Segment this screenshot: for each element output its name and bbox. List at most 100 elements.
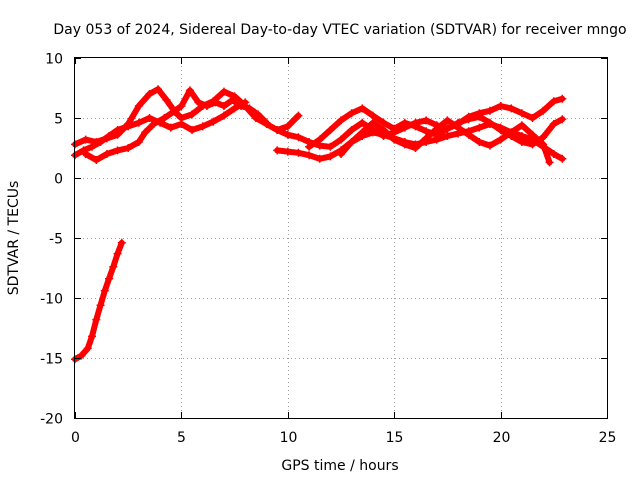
data-point <box>96 301 105 310</box>
data-point <box>124 144 133 152</box>
data-point <box>368 111 377 120</box>
data-point <box>254 110 263 119</box>
data-point <box>432 124 441 133</box>
data-point <box>454 123 463 132</box>
data-point <box>113 146 122 155</box>
data-point <box>245 104 254 113</box>
data-point <box>294 148 303 157</box>
data-point <box>88 142 97 151</box>
data-point <box>496 102 505 110</box>
x-axis-label: GPS time / hours <box>281 458 398 474</box>
data-point <box>337 150 345 158</box>
data-point <box>558 94 567 103</box>
data-point <box>315 135 324 144</box>
data-point <box>228 96 237 104</box>
data-point <box>539 106 548 115</box>
data-point <box>83 344 92 353</box>
data-point <box>411 144 420 152</box>
data-point <box>390 124 399 133</box>
data-point <box>337 135 345 144</box>
data-point <box>92 156 101 164</box>
data-point <box>545 158 554 167</box>
x-tick-label: 10 <box>280 430 298 446</box>
data-point <box>507 104 516 113</box>
data-point <box>236 102 245 110</box>
data-point <box>443 116 452 125</box>
y-axis-label: SDTVAR / TECUs <box>6 181 22 296</box>
data-point <box>171 106 180 115</box>
data-point <box>485 118 494 127</box>
data-point <box>145 114 154 122</box>
data-point <box>358 128 367 137</box>
data-point <box>368 118 377 127</box>
data-point <box>230 104 239 113</box>
data-point <box>539 133 548 142</box>
data-point <box>422 116 431 125</box>
data-point <box>188 110 197 119</box>
data-point <box>96 138 105 146</box>
data-point <box>411 122 420 131</box>
data-point <box>549 97 558 106</box>
data-point <box>134 102 143 110</box>
data-point <box>102 150 111 158</box>
data-point <box>77 351 86 360</box>
data-point <box>517 138 526 146</box>
data-point <box>177 102 186 110</box>
data-point <box>475 112 484 121</box>
data-point <box>528 114 537 122</box>
series-7 <box>305 104 567 151</box>
data-point <box>528 130 537 139</box>
data-point <box>305 142 314 151</box>
data-point <box>124 122 133 131</box>
data-point <box>153 85 162 94</box>
data-point <box>219 87 228 96</box>
data-point <box>109 262 118 271</box>
data-point <box>283 122 292 131</box>
data-point <box>368 128 377 137</box>
data-point <box>326 126 335 134</box>
data-point <box>422 134 431 143</box>
data-point <box>105 274 114 283</box>
y-tick-label: 5 <box>54 112 63 128</box>
data-point <box>422 127 431 136</box>
data-point <box>475 123 484 132</box>
data-point <box>185 86 194 95</box>
data-point <box>294 133 303 142</box>
data-point <box>81 150 90 158</box>
data-point <box>400 140 409 149</box>
data-point <box>134 138 143 146</box>
data-point <box>145 90 154 98</box>
data-point <box>141 128 150 137</box>
series-8 <box>337 116 554 167</box>
data-point <box>273 146 282 155</box>
data-point <box>283 130 292 139</box>
data-point <box>88 332 97 341</box>
data-point <box>134 118 143 127</box>
data-point <box>162 96 171 104</box>
data-point <box>464 130 473 139</box>
data-point <box>194 98 203 107</box>
data-point <box>92 315 101 324</box>
data-point <box>485 141 494 150</box>
data-point <box>166 123 175 132</box>
series-1 <box>71 238 126 364</box>
data-point <box>326 142 335 151</box>
data-point <box>558 115 567 124</box>
x-tick-label: 5 <box>177 430 186 446</box>
data-point <box>283 147 292 156</box>
data-point <box>315 154 324 163</box>
data-point <box>475 138 484 146</box>
data-point <box>202 102 211 110</box>
data-series <box>71 85 567 364</box>
data-point <box>262 118 271 127</box>
data-point <box>485 106 494 115</box>
data-point <box>113 126 122 134</box>
data-point <box>219 102 228 110</box>
data-point <box>528 140 537 149</box>
data-point <box>400 118 409 127</box>
data-point <box>496 126 505 134</box>
data-point <box>390 135 399 144</box>
x-tick-label: 0 <box>71 430 80 446</box>
y-tick-label: -5 <box>49 232 63 248</box>
